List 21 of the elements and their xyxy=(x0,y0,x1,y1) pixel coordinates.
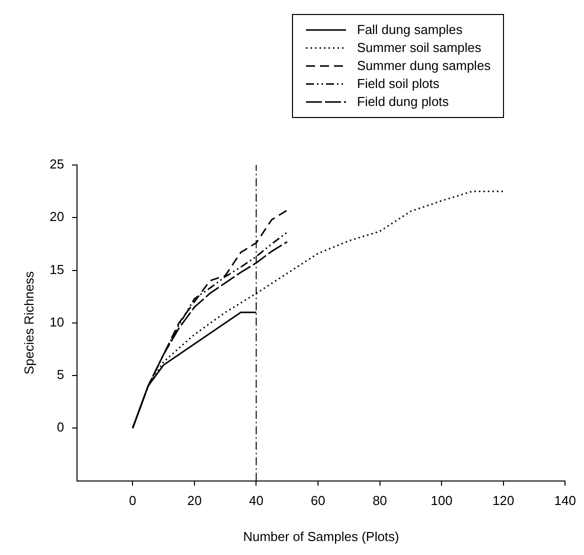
x-tick-label: 140 xyxy=(554,493,576,508)
y-tick-label: 25 xyxy=(50,156,64,172)
y-tick-label: 0 xyxy=(56,420,64,435)
x-tick-label: 40 xyxy=(249,493,264,508)
x-tick-label: 80 xyxy=(372,493,388,508)
legend-label: Field soil plots xyxy=(357,75,440,93)
x-tick-label: 100 xyxy=(430,493,452,508)
y-tick-label: 15 xyxy=(50,262,64,277)
y-axis-title: Species Richness xyxy=(21,270,36,375)
x-tick-label: 120 xyxy=(492,493,514,508)
y-tick-label: 5 xyxy=(56,367,64,382)
x-axis-title: Number of Samples (Plots) xyxy=(243,528,400,544)
legend-label: Fall dung samples xyxy=(357,21,462,39)
legend-label: Summer dung samples xyxy=(357,57,491,75)
x-tick-label: 20 xyxy=(187,493,202,508)
y-tick-label: 10 xyxy=(50,314,64,330)
x-tick-label: 0 xyxy=(129,493,136,508)
legend-label: Summer soil samples xyxy=(357,39,482,57)
x-tick-label: 60 xyxy=(310,493,326,508)
legend-label: Field dung plots xyxy=(357,93,449,111)
y-tick-label: 20 xyxy=(50,209,64,224)
